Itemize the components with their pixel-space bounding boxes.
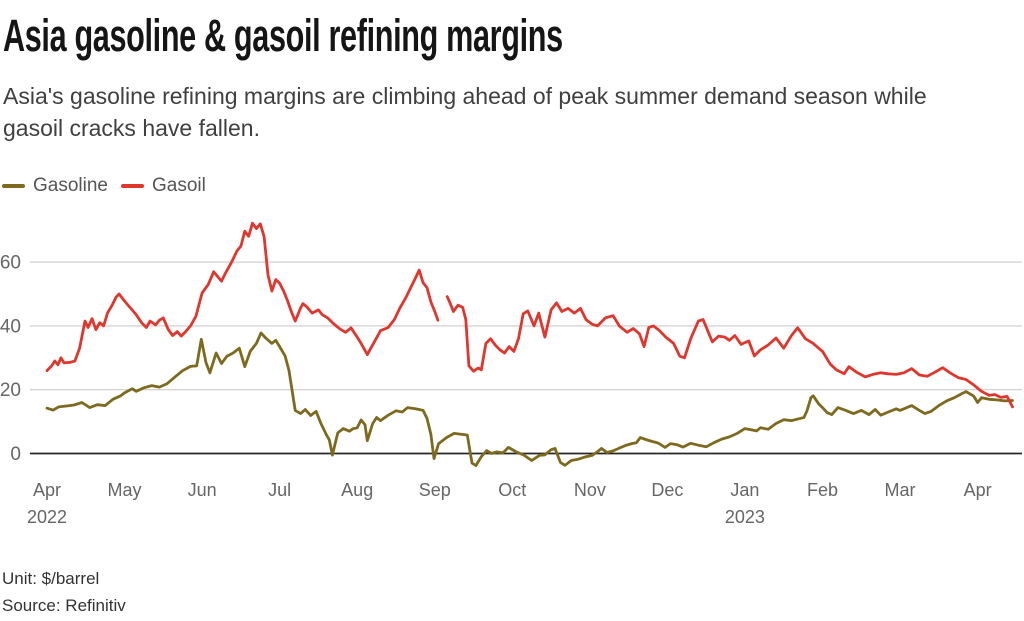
legend-label-gasoline: Gasoline: [33, 175, 108, 196]
gasoil-line-swatch-icon: [121, 184, 144, 188]
chart-legend: Gasoline Gasoil: [2, 175, 206, 197]
x-tick-label: Sep: [419, 480, 451, 500]
gasoline-line-swatch-icon: [2, 184, 25, 188]
x-tick-label: Feb: [807, 480, 838, 500]
x-tick-label: Apr: [33, 480, 61, 500]
legend-item-gasoline: Gasoline: [2, 175, 108, 197]
series-line-gasoline: [45, 331, 1014, 467]
x-axis-year-label: 2022: [27, 507, 67, 527]
page-title: Asia gasoline & gasoil refining margins: [3, 10, 563, 61]
source-note: Source: Refinitiv: [2, 596, 126, 615]
x-tick-label: Nov: [574, 480, 606, 500]
legend-item-gasoil: Gasoil: [121, 175, 206, 197]
x-tick-label: Apr: [964, 480, 992, 500]
x-axis-year-label: 2023: [725, 507, 765, 527]
x-tick-label: Dec: [651, 480, 683, 500]
y-tick-label: 20: [0, 380, 21, 401]
x-tick-label: Jan: [730, 480, 759, 500]
unit-note: Unit: $/barrel: [2, 569, 100, 588]
y-tick-label: 60: [0, 253, 21, 274]
y-tick-label: 40: [0, 316, 21, 337]
x-tick-label: Mar: [885, 480, 916, 500]
x-tick-label: Jun: [188, 480, 217, 500]
x-tick-label: May: [107, 480, 141, 500]
x-tick-label: Oct: [498, 480, 526, 500]
page-subtitle: Asia's gasoline refining margins are cli…: [3, 83, 927, 141]
x-tick-label: Aug: [341, 480, 373, 500]
x-tick-label: Jul: [268, 480, 291, 500]
legend-label-gasoil: Gasoil: [152, 175, 206, 196]
y-tick-label: 0: [10, 444, 21, 465]
series-line-gasoil: [45, 221, 1014, 409]
